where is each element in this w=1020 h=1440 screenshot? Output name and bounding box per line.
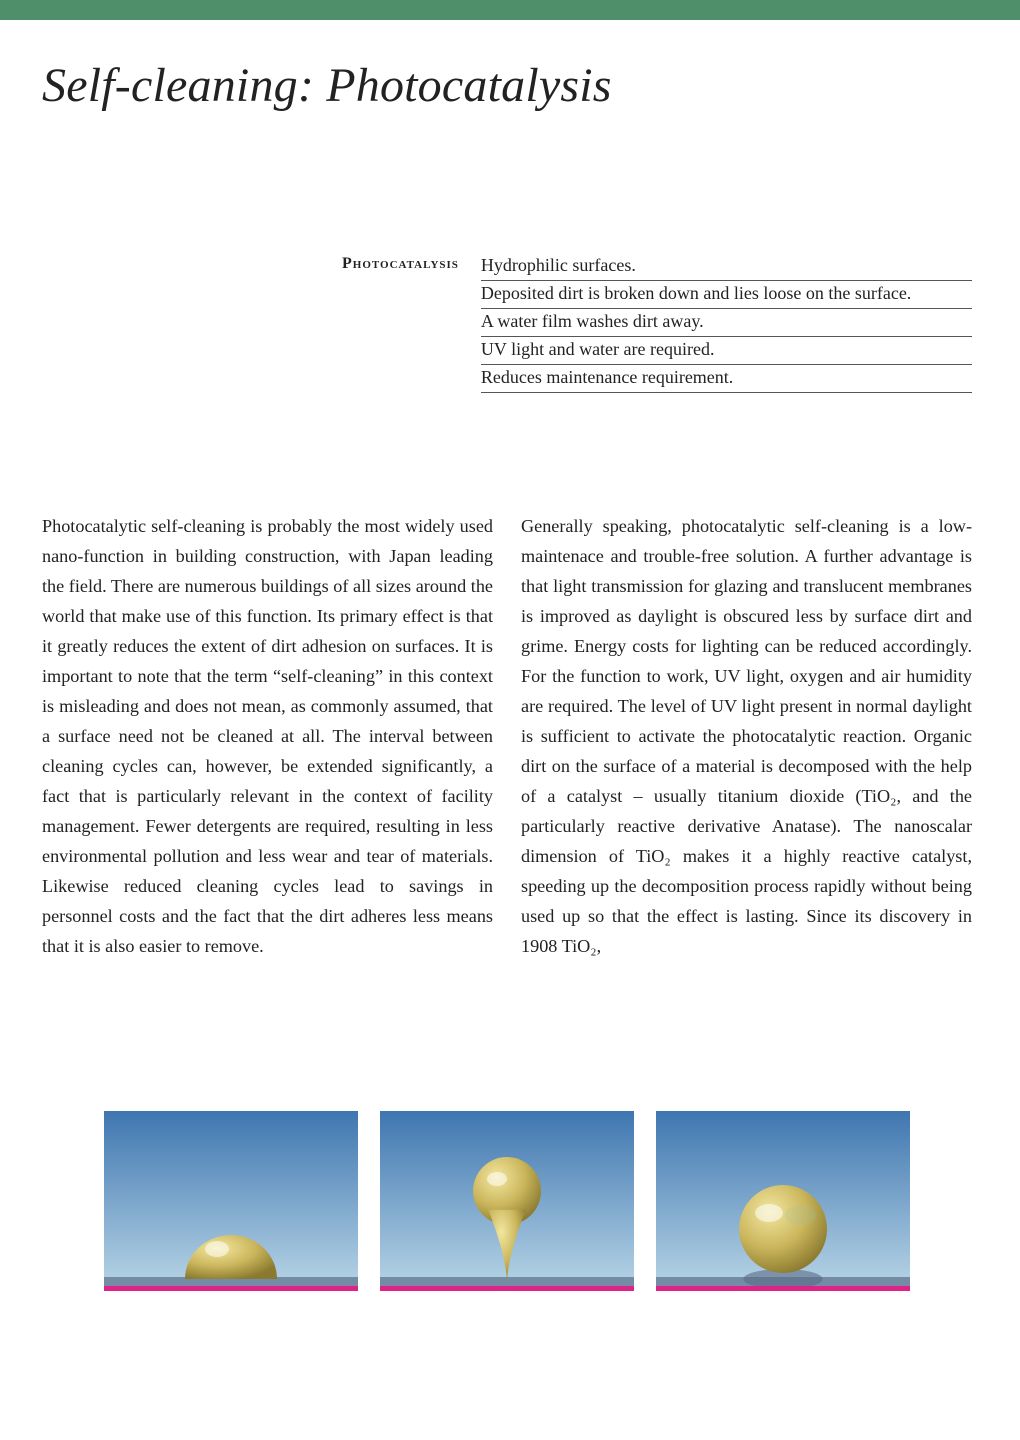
- summary-item: Hydrophilic surfaces.: [481, 253, 972, 281]
- summary-item: Reduces maintenance requirement.: [481, 365, 972, 393]
- top-bar: [0, 0, 1020, 20]
- body-col-left: Photocatalytic self-cleaning is probably…: [42, 511, 493, 961]
- page-content: Self-cleaning: Photocatalysis Photocatal…: [0, 20, 1020, 1291]
- summary-item: A water film washes dirt away.: [481, 309, 972, 337]
- body-col-right: Generally speaking, photocatalytic self-…: [521, 511, 972, 961]
- body-columns: Photocatalytic self-cleaning is probably…: [42, 511, 972, 961]
- summary-label: Photocatalysis: [342, 253, 459, 393]
- figure-panel-3: [656, 1111, 910, 1291]
- summary-block: Photocatalysis Hydrophilic surfaces. Dep…: [342, 253, 972, 393]
- figure-panel-1: [104, 1111, 358, 1291]
- summary-list: Hydrophilic surfaces. Deposited dirt is …: [481, 253, 972, 393]
- summary-item: UV light and water are required.: [481, 337, 972, 365]
- figure-row: [42, 1111, 972, 1291]
- summary-item: Deposited dirt is broken down and lies l…: [481, 281, 972, 309]
- page-title: Self-cleaning: Photocatalysis: [42, 58, 972, 113]
- figure-panel-2: [380, 1111, 634, 1291]
